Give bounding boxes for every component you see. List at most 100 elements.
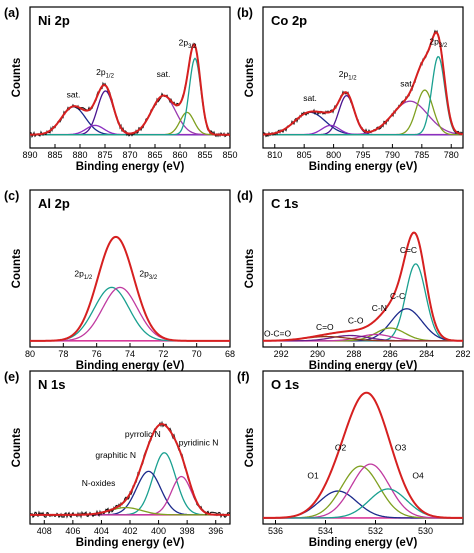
peak-label: 2p3/2 [179,37,197,50]
x-tick-label: 534 [318,526,333,536]
x-axis-label: Binding energy (eV) [309,537,418,549]
peak-label: pyrrolic N [125,429,161,439]
plot-frame [262,370,464,525]
x-tick-label: 398 [180,526,195,536]
x-tick-label: 76 [92,349,102,359]
x-tick-label: 875 [97,150,112,160]
component-peak [30,452,230,516]
x-tick-label: 885 [47,150,62,160]
peak-label: 2p3/2 [429,36,447,49]
measured-data [263,392,463,519]
peak-label: C=C [400,245,417,255]
y-axis-label: Counts [11,58,23,98]
panel-c: 80 78 76 74 72 70 68 Binding energy (eV) Counts (… [4,189,235,372]
peak-label: pyridinic N [179,437,219,447]
component-peak [30,90,230,136]
peak-label: C-O [348,316,364,326]
peak-label: 2p3/2 [139,269,157,282]
panel-title: O 1s [271,377,299,392]
component-peak [263,488,463,519]
panel-letter: (c) [4,189,19,203]
measured-data [29,42,231,138]
x-tick-label: 790 [385,150,400,160]
peak-label: N-oxides [82,478,116,488]
x-tick-label: 292 [274,349,289,359]
x-tick-label: 850 [222,150,237,160]
component-peak [30,286,230,342]
x-tick-label: 532 [368,526,383,536]
panel-letter: (d) [237,189,253,203]
x-axis-label: Binding energy (eV) [309,161,418,173]
envelope-fit [262,231,464,342]
peak-label: sat. [303,93,317,103]
x-tick-label: 536 [268,526,283,536]
peak-label: O4 [412,471,424,481]
peak-label: C-C [390,291,405,301]
x-axis-label: Binding energy (eV) [309,360,418,372]
x-axis-label: Binding energy (eV) [76,360,185,372]
peak-label: O2 [335,443,347,453]
x-tick-label: 286 [383,349,398,359]
component-peak [263,463,463,519]
measured-data [30,236,230,342]
x-tick-label: 80 [25,349,35,359]
peak-label: sat. [157,69,171,79]
y-axis-label: Counts [11,428,23,468]
x-tick-label: 800 [326,150,341,160]
peak-label: O1 [307,471,319,481]
y-axis-label: Counts [244,249,256,289]
peak-label: C-N [372,303,387,313]
x-tick-label: 404 [94,526,109,536]
panel-title: Al 2p [38,196,70,211]
peak-label: sat. [67,89,81,99]
envelope-fit [29,43,230,136]
x-tick-label: 400 [151,526,166,536]
component-peak [30,95,230,136]
x-tick-label: 282 [455,349,470,359]
x-tick-label: 870 [122,150,137,160]
x-tick-label: 530 [418,526,433,536]
panel-letter: (b) [237,6,253,20]
x-tick-label: 68 [225,349,235,359]
component-peak [263,465,463,519]
plot-frame [262,189,464,348]
peak-label: sat. [400,78,414,88]
panel-title: C 1s [271,196,298,211]
x-tick-label: 72 [158,349,168,359]
x-tick-label: 855 [197,150,212,160]
component-peak [30,111,230,136]
x-tick-label: 284 [419,349,434,359]
peak-label: graphitic N [95,450,136,460]
x-tick-label: 74 [125,349,135,359]
plot-frame [29,189,231,348]
x-tick-label: 785 [414,150,429,160]
envelope-fit [30,423,230,516]
x-tick-label: 880 [72,150,87,160]
component-peak [263,263,463,342]
y-axis-label: Counts [244,58,256,98]
panel-title: Co 2p [271,13,307,28]
x-tick-label: 288 [346,349,361,359]
x-tick-label: 70 [192,349,202,359]
x-tick-label: 780 [444,150,459,160]
x-tick-label: 795 [355,150,370,160]
x-axis-label: Binding energy (eV) [76,161,185,173]
panel-d: 292 290 288 286 284 282 Binding energy (eV) Cou… [237,189,471,372]
panel-b: 810 805 800 795 790 785 780 Binding energy (eV)… [237,6,464,173]
x-tick-label: 78 [58,349,68,359]
envelope-fit [262,31,464,136]
x-tick-label: 408 [37,526,52,536]
envelope-fit [30,235,230,342]
peak-label: O3 [395,443,407,453]
envelope-fit [263,391,463,519]
component-peak [263,490,463,519]
panel-letter: (a) [4,6,19,20]
x-tick-label: 890 [22,150,37,160]
y-axis-label: Counts [244,428,256,468]
panel-e: 408 406 404 402 400 398 396 Binding energy (eV)… [4,370,231,549]
x-tick-label: 402 [122,526,137,536]
component-peak [263,89,463,136]
peak-label: O-C=O [264,329,292,339]
y-axis-label: Counts [11,249,23,289]
